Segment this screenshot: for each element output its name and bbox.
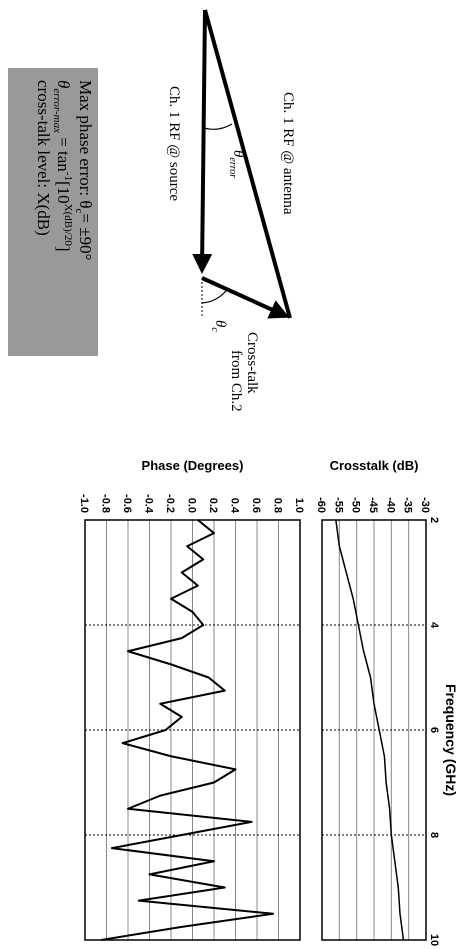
info-box: Max phase error: θc= ±90° θerror-max = t… bbox=[8, 68, 98, 356]
subscript: error-max bbox=[51, 88, 63, 133]
y-tick-label: -50 bbox=[350, 497, 362, 513]
antenna-label: Ch. 1 RF @ antenna bbox=[280, 92, 296, 215]
crosstalk-vector bbox=[201, 276, 290, 319]
y-tick-label: -0.6 bbox=[121, 494, 133, 513]
x-tick-label: 8 bbox=[428, 832, 440, 838]
x-axis-title: Frequency (GHz) bbox=[443, 684, 459, 796]
box-background bbox=[8, 68, 98, 356]
antenna-vector bbox=[203, 9, 292, 319]
theta-error: θerror bbox=[227, 150, 246, 178]
data-line bbox=[100, 519, 275, 941]
crosstalk-label-2: from Ch.2 bbox=[228, 350, 244, 412]
y-tick-label: 1.0 bbox=[293, 498, 305, 513]
error-angle-arc bbox=[203, 123, 233, 130]
plot-frame bbox=[321, 519, 427, 941]
text: = tan bbox=[54, 133, 73, 172]
x-tick-label: 4 bbox=[428, 622, 440, 629]
y-tick-label: 0.8 bbox=[272, 498, 284, 513]
superscript: X(dB)/20 bbox=[62, 204, 74, 247]
y-tick-label: -0.2 bbox=[164, 494, 176, 513]
crosstalk-label-1: Cross-talk bbox=[244, 332, 260, 394]
text: = ±90° bbox=[76, 213, 95, 260]
superscript: -1 bbox=[62, 172, 74, 181]
y-tick-label: -60 bbox=[315, 497, 327, 513]
theta-subscript: error bbox=[227, 157, 238, 178]
y-axis-title: Phase (Degrees) bbox=[142, 458, 244, 473]
text: ] bbox=[54, 246, 73, 252]
y-tick-label: -35 bbox=[402, 497, 414, 513]
text: θ bbox=[54, 80, 73, 88]
text: Max phase error: θ bbox=[76, 80, 95, 209]
subscript: c bbox=[73, 209, 85, 214]
theta-c: θc bbox=[209, 320, 228, 332]
y-tick-label: -1.0 bbox=[78, 494, 90, 513]
theta-symbol: θ bbox=[212, 320, 228, 328]
phasor-diagram: Ch. 1 RF @ antenna Ch. 1 RF @ source θer… bbox=[166, 9, 296, 412]
y-tick-label: -30 bbox=[419, 497, 431, 513]
y-tick-label: 0.4 bbox=[229, 498, 241, 514]
source-label: Ch. 1 RF @ source bbox=[166, 86, 182, 201]
y-tick-label: 0.2 bbox=[207, 498, 219, 513]
theta-subscript: c bbox=[209, 327, 220, 332]
box-line-1: Max phase error: θc= ±90° bbox=[73, 80, 95, 260]
y-tick-label: -0.4 bbox=[143, 494, 155, 514]
theta-symbol: θ bbox=[230, 150, 246, 158]
y-tick-label: -0.8 bbox=[100, 494, 112, 513]
box-line-2: θerror-max = tan-1[10X(dB)/20] bbox=[51, 80, 74, 252]
box-line-3: cross-talk level: X(dB) bbox=[34, 80, 53, 236]
x-tick-label: 2 bbox=[428, 517, 440, 523]
x-tick-label: 10 bbox=[428, 934, 440, 946]
x-tick-label: 6 bbox=[428, 727, 440, 733]
text: [10 bbox=[54, 181, 73, 204]
c-angle-arc bbox=[201, 290, 227, 304]
source-vector bbox=[192, 9, 213, 274]
y-axis-title: Crosstalk (dB) bbox=[330, 458, 419, 473]
y-tick-label: -40 bbox=[384, 497, 396, 513]
y-tick-label: 0.0 bbox=[186, 498, 198, 513]
plot-frame bbox=[84, 519, 301, 941]
data-line bbox=[335, 519, 405, 941]
y-tick-label: -55 bbox=[332, 497, 344, 513]
y-tick-label: 0.6 bbox=[250, 498, 262, 513]
y-tick-label: -45 bbox=[367, 497, 379, 513]
